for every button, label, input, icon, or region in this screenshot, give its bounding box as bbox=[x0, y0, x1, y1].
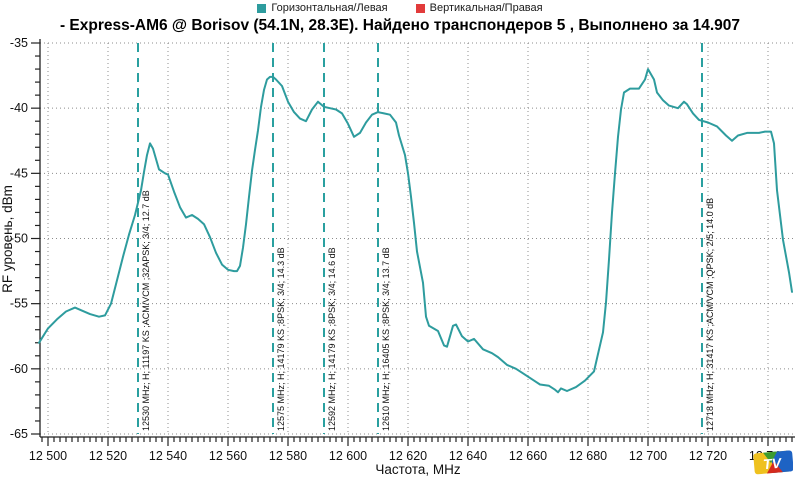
y-tick-label: -65 bbox=[10, 427, 28, 441]
x-tick-label: 12 660 bbox=[509, 449, 547, 463]
transponder-marker-label: 12610 MHz; H; 16405 KS ;8PSK; 3/4; 13.7 … bbox=[381, 247, 391, 431]
x-tick-label: 12 600 bbox=[329, 449, 367, 463]
chart-legend: Горизонтальная/Левая Вертикальная/Правая bbox=[0, 2, 800, 14]
y-tick-label: -35 bbox=[10, 36, 28, 50]
x-axis-title: Частота, MHz bbox=[375, 462, 461, 477]
transponder-marker-label: 12575 MHz; H; 14179 KS ;8PSK; 3/4; 14.3 … bbox=[276, 247, 286, 431]
y-axis-title: RF уровень, dBm bbox=[0, 185, 15, 293]
x-tick-label: 12 620 bbox=[389, 449, 427, 463]
x-tick-label: 12 560 bbox=[209, 449, 247, 463]
transponder-marker-label: 12592 MHz; H; 14179 KS ;8PSK; 3/4; 14.6 … bbox=[327, 247, 337, 431]
legend-swatch-icon bbox=[415, 3, 425, 13]
x-tick-label: 12 680 bbox=[569, 449, 607, 463]
y-tick-label: -60 bbox=[10, 362, 28, 376]
chart-title: - Express-AM6 @ Borisov (54.1N, 28.3E). … bbox=[59, 17, 741, 34]
transponder-marker-label: 12530 MHz; H; 11197 KS ;ACM/VCM ;32APSK;… bbox=[141, 190, 151, 431]
x-tick-label: 12 540 bbox=[149, 449, 187, 463]
legend-swatch-icon bbox=[257, 3, 267, 13]
y-tick-label: -55 bbox=[10, 297, 28, 311]
x-tick-label: 12 720 bbox=[689, 449, 727, 463]
tv-logo-text: TV bbox=[762, 455, 783, 473]
legend-item-1[interactable]: Вертикальная/Правая bbox=[415, 2, 543, 14]
legend-item-label: Горизонтальная/Левая bbox=[271, 2, 388, 14]
x-tick-label: 12 700 bbox=[629, 449, 667, 463]
y-tick-label: -50 bbox=[10, 232, 28, 246]
tv-logo-shape: TV bbox=[753, 450, 794, 475]
x-tick-label: 12 640 bbox=[449, 449, 487, 463]
transponder-marker-label: 12718 MHz; H; 31417 KS ;ACM/VCM ;QPSK; 2… bbox=[705, 198, 715, 431]
spectrum-curve bbox=[38, 68, 793, 394]
legend-item-0[interactable]: Горизонтальная/Левая bbox=[257, 2, 388, 14]
y-tick-label: -40 bbox=[10, 101, 28, 115]
legend-item-label: Вертикальная/Правая bbox=[429, 2, 543, 14]
x-tick-label: 12 520 bbox=[89, 449, 127, 463]
x-tick-label: 12 500 bbox=[29, 449, 67, 463]
y-tick-label: -45 bbox=[10, 166, 28, 180]
x-tick-label: 12 580 bbox=[269, 449, 307, 463]
tv-logo: TV bbox=[751, 448, 794, 478]
